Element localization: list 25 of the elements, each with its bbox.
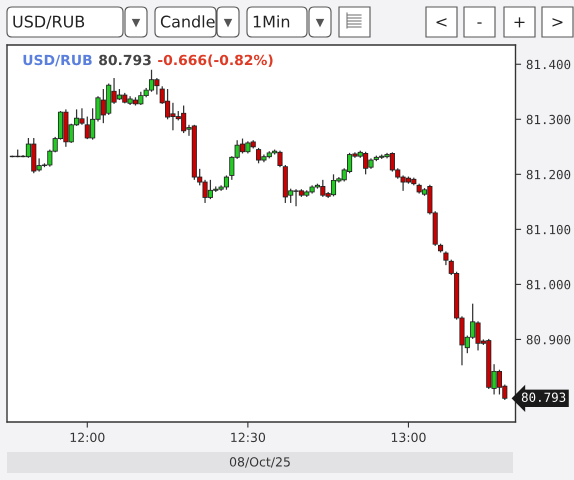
annotation: -0.666(-0.82%)	[158, 54, 273, 67]
annotation: 80.793	[99, 54, 151, 66]
text: -	[477, 22, 482, 24]
y-tick-label: 81.200	[526, 170, 570, 180]
text: Candle	[160, 15, 215, 28]
x-axis-title: 08/Oct/25	[230, 457, 290, 468]
text: +	[514, 17, 524, 28]
x-tick-label: 12:30	[231, 432, 266, 442]
y-tick-label: 81.400	[526, 60, 570, 70]
text: 80.793	[522, 392, 566, 402]
text: 1Min	[254, 15, 290, 28]
text: USD/RUB	[13, 16, 84, 29]
y-tick-label: 81.100	[526, 224, 570, 234]
text: >	[552, 18, 562, 27]
y-tick-label: 81.000	[526, 280, 570, 290]
text: <	[436, 18, 446, 27]
text: ▼	[224, 18, 232, 28]
text: ▼	[132, 18, 140, 28]
x-tick-label: 12:00	[70, 432, 104, 442]
x-tick-label: 13:00	[392, 432, 426, 442]
candlestick	[443, 250, 448, 266]
y-tick-label: 81.300	[526, 114, 570, 124]
y-tick-label: 80.900	[526, 334, 570, 344]
text: ▼	[316, 18, 324, 28]
text: USD/RUB	[24, 54, 92, 66]
